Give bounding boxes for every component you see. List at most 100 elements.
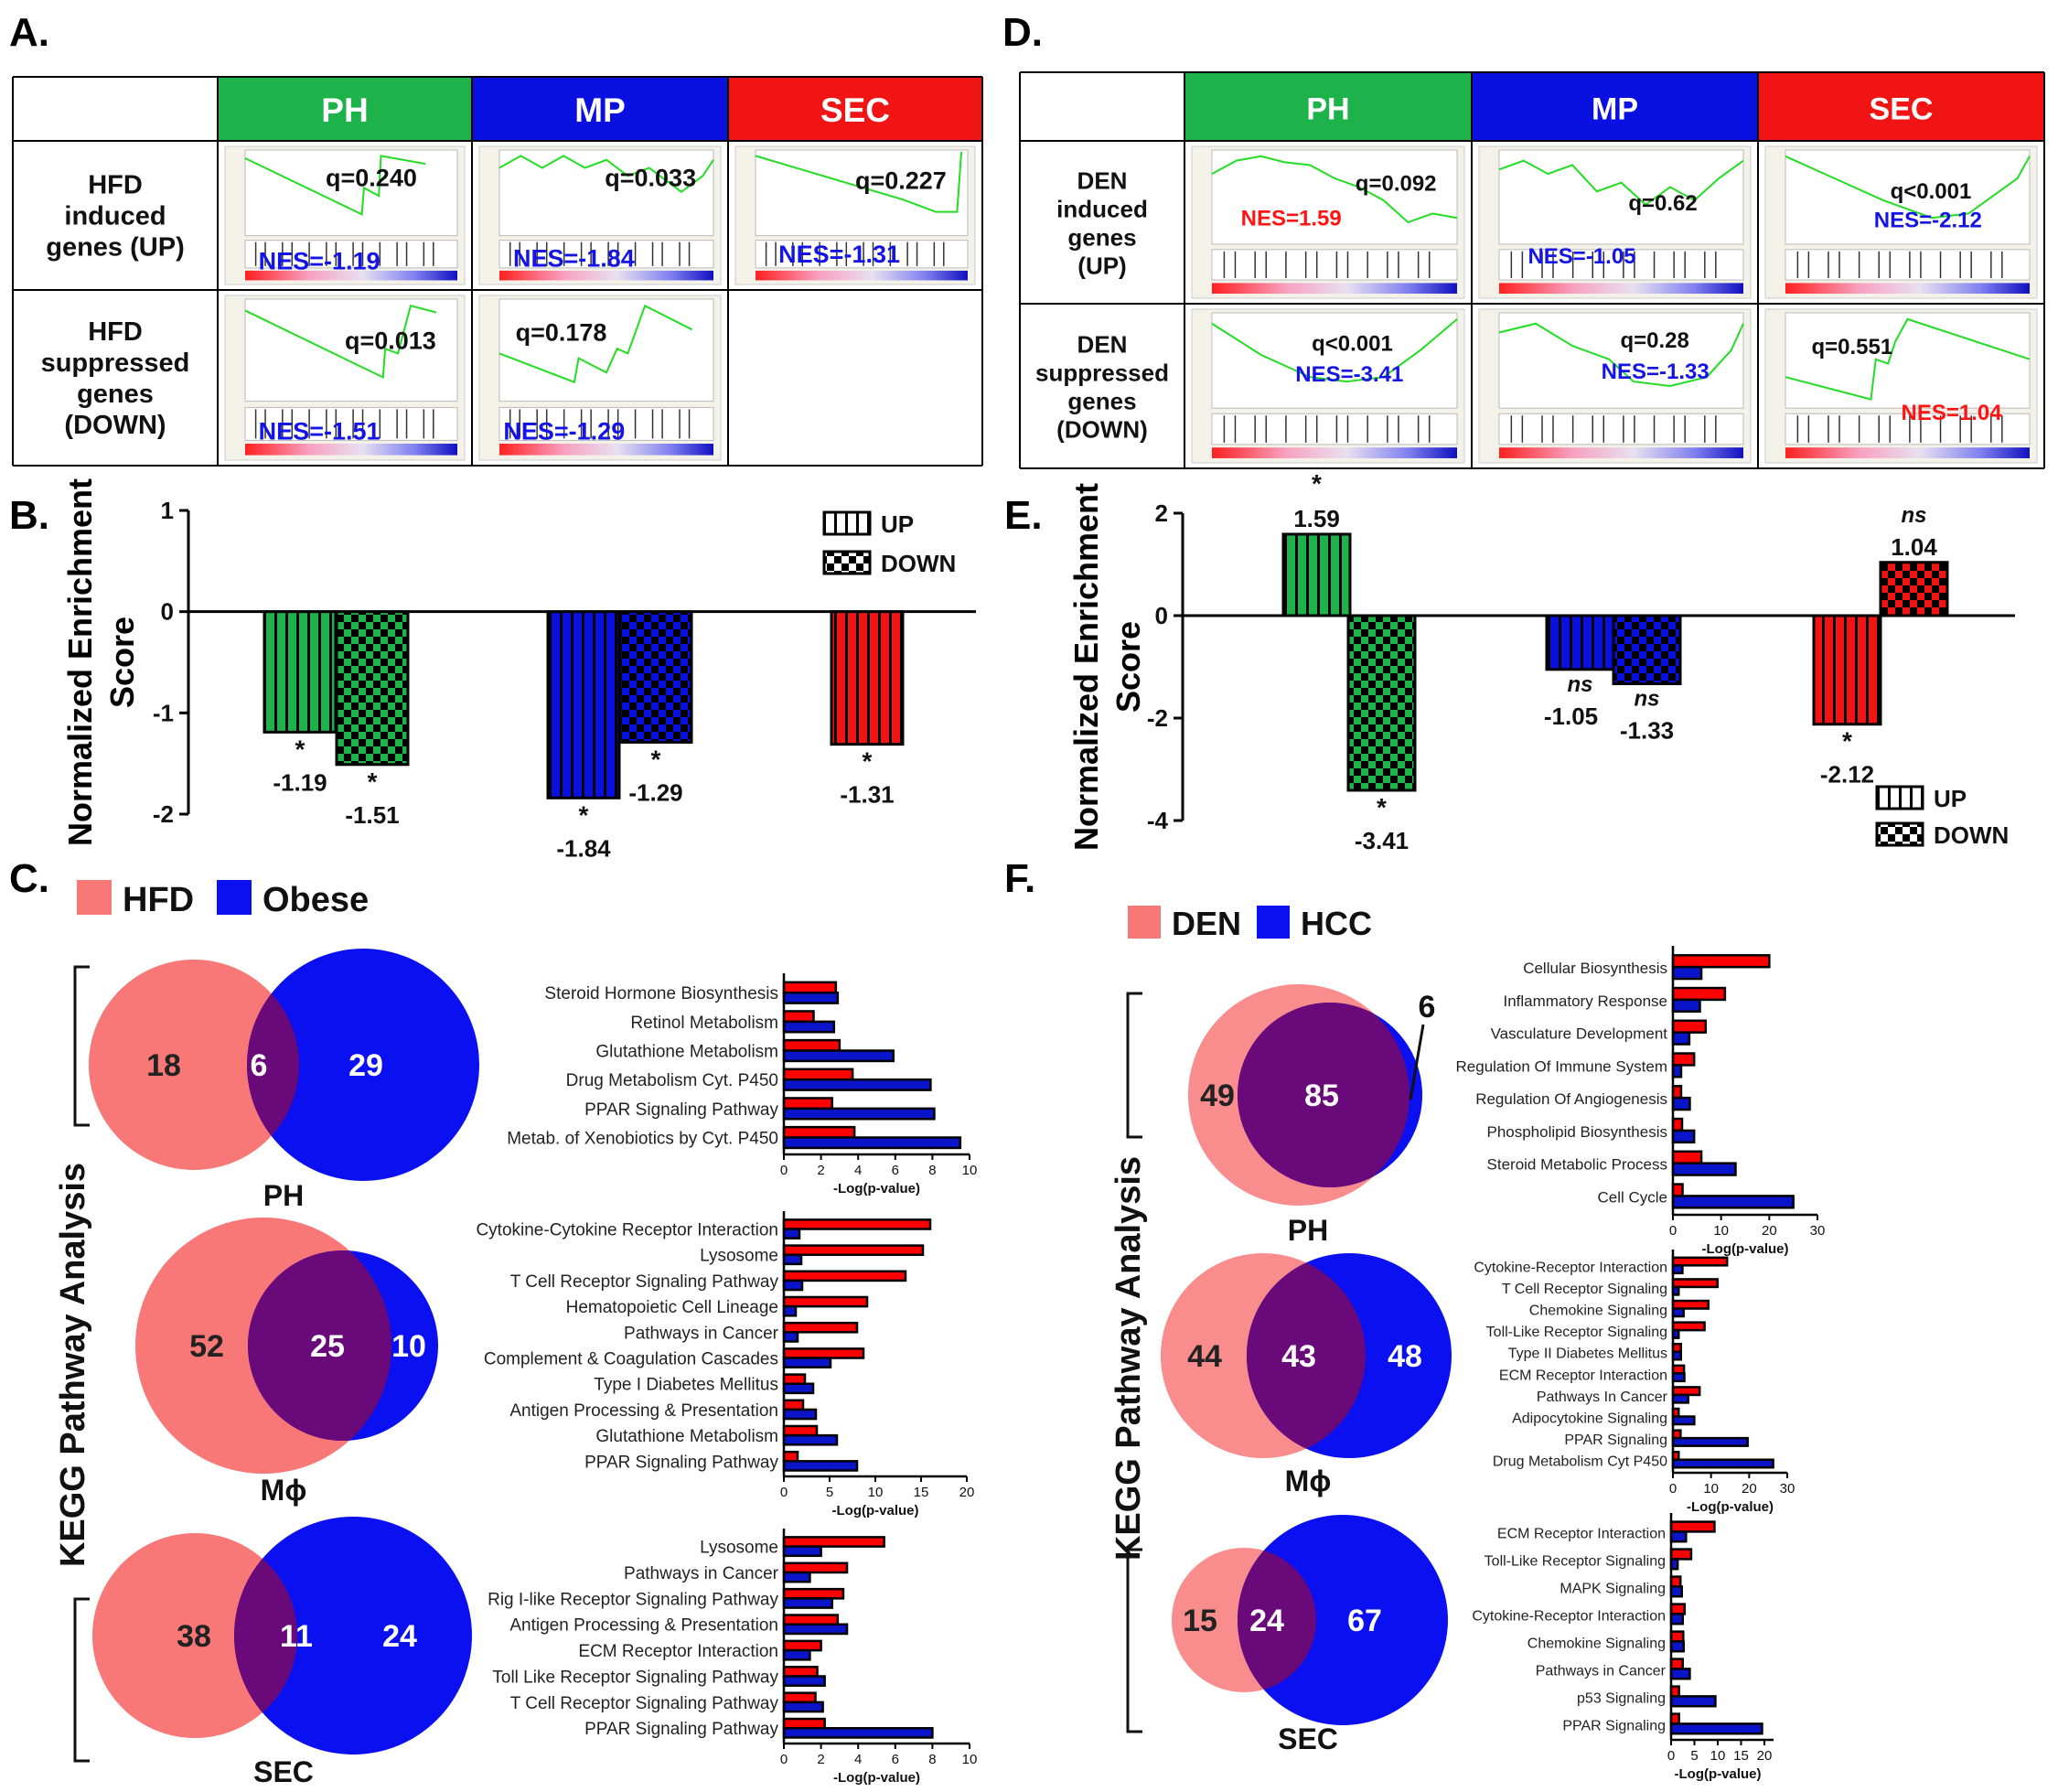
enrichment-plot: q=0.62 NES=-1.05: [1478, 145, 1752, 299]
bar-hfd: [782, 1373, 807, 1385]
x-axis-label: -Log(p-value): [1687, 1499, 1774, 1515]
bar-hfd: [782, 1399, 805, 1411]
bar-hfd: [782, 1717, 826, 1730]
hbar-chart-C3: Lysosome Pathways in Cancer Rig I-like Rec…: [488, 1529, 977, 1786]
pointer-line: [1409, 1024, 1425, 1100]
x-tick-label: 0: [780, 1752, 788, 1767]
row-label: genes: [1067, 224, 1136, 252]
enrichment-curve: [498, 304, 693, 384]
x-tick-label: 20: [1757, 1748, 1773, 1764]
rank-color-bar: [1212, 283, 1457, 295]
column-header-ph: [1184, 72, 1472, 141]
significance-mark: *: [651, 745, 661, 773]
bar-hcc: [1671, 1264, 1684, 1275]
x-tick-label: 10: [962, 1752, 978, 1767]
column-header-label: PH: [321, 91, 368, 129]
bar-value-label: -1.51: [345, 801, 399, 829]
bar-hcc: [1669, 1613, 1684, 1626]
hbar-chart-F2: Cytokine-Receptor Interaction T Cell Rece…: [1474, 1250, 1795, 1515]
plot-area: [1785, 312, 2031, 409]
x-tick-label: 4: [854, 1163, 862, 1178]
bar-hfd: [782, 1587, 845, 1600]
category-label: PPAR Signaling Pathway: [584, 1453, 778, 1472]
x-tick-label: 0: [780, 1485, 788, 1500]
bar-hcc: [1671, 1129, 1696, 1144]
bar-obese: [782, 1408, 818, 1421]
venn-group-f: DEN HCC 49 85 6 PH 44 43 48 Mϕ 15 24 67 SEC KEGG Pathw…: [1109, 905, 1452, 1755]
q-value: q=0.178: [516, 319, 607, 347]
bar-obese: [782, 1726, 934, 1739]
bar-obese: [782, 1675, 826, 1687]
count-b-only: 24: [382, 1619, 417, 1654]
bar-hfd: [782, 1347, 865, 1359]
y-tick-label: 2: [1155, 499, 1168, 527]
bar-obese: [782, 1623, 849, 1636]
x-tick-label: 20: [1742, 1481, 1757, 1497]
bar-den: [1671, 986, 1727, 1002]
category-label: Cellular Biosynthesis: [1523, 960, 1667, 977]
category-label: Steroid Hormone Biosynthesis: [544, 984, 778, 1003]
kegg-pathway-label: KEGG Pathway Analysis: [1109, 1156, 1148, 1561]
significance-mark: *: [1377, 793, 1387, 821]
row-label: genes: [1067, 388, 1136, 415]
x-tick-label: 5: [826, 1485, 833, 1500]
row-label: HFD: [88, 171, 143, 200]
panel-letter-a: A.: [9, 10, 49, 55]
enrichment-curve: [1498, 322, 1744, 387]
column-header-sec: [728, 77, 982, 141]
bar-den: [1671, 1299, 1710, 1310]
bar-hcc: [1671, 1372, 1686, 1383]
panel-letter-f: F.: [1004, 856, 1035, 901]
bar-chart-B: 1 0 -1 -2 Normalized Enrichment Score * -1.19 * -…: [61, 478, 976, 862]
legend-label: DOWN: [1934, 821, 2009, 849]
column-header-ph: [218, 77, 472, 141]
plot-area: [1498, 149, 1744, 245]
x-axis-label: -Log(p-value): [1702, 1241, 1789, 1257]
category-label: Regulation Of Immune System: [1456, 1057, 1667, 1075]
x-tick-label: 20: [1762, 1223, 1777, 1239]
bar-hcc: [1669, 1722, 1763, 1735]
bar-obese: [782, 1279, 804, 1292]
plot-area: [755, 149, 969, 237]
bar-den: [1671, 1085, 1683, 1100]
venn-label: Mϕ: [1285, 1465, 1332, 1497]
bar-den: [1669, 1575, 1682, 1588]
panel-letter-d: D.: [1002, 10, 1043, 55]
significance-mark: *: [295, 735, 305, 763]
q-value: q=0.551: [1811, 335, 1892, 359]
x-tick-label: 10: [868, 1485, 884, 1500]
category-label: Inflammatory Response: [1503, 993, 1667, 1010]
bar-down-ph: [335, 610, 410, 767]
count-both: 43: [1281, 1339, 1316, 1374]
bar-hfd: [782, 1561, 849, 1574]
bar-obese: [782, 1648, 811, 1661]
q-value: q=0.240: [326, 165, 417, 192]
enrichment-plot: q<0.001 NES=-3.41: [1191, 308, 1465, 464]
enrichment-curve: [498, 155, 714, 194]
bar-value-label: -1.31: [840, 781, 894, 809]
bar-obese: [782, 1049, 895, 1063]
plot-area: [1211, 312, 1458, 409]
category-label: Antigen Processing & Presentation: [509, 1616, 778, 1636]
count-b-only: 10: [391, 1329, 426, 1364]
bracket: [1126, 992, 1142, 1139]
bar-value-label: -2.12: [1820, 761, 1874, 789]
category-label: Drug Metabolism Cyt P450: [1493, 1454, 1667, 1470]
significance-mark: *: [863, 747, 873, 776]
x-tick-label: 5: [1690, 1748, 1698, 1764]
hit-area: [244, 240, 458, 269]
hit-area: [1785, 249, 2031, 281]
y-axis-label-line: Score: [103, 617, 141, 708]
venn-diagram-0: 49 85 6 PH: [1188, 984, 1435, 1247]
legend-swatch: [1128, 906, 1161, 939]
category-label: ECM Receptor Interaction: [1497, 1526, 1666, 1541]
bar-hcc: [1671, 1096, 1691, 1111]
category-label: Cell Cycle: [1597, 1188, 1667, 1206]
x-tick-label: 10: [1710, 1748, 1726, 1764]
x-tick-label: 0: [1669, 1481, 1677, 1497]
bar-hfd: [782, 1097, 834, 1111]
rank-color-bar: [245, 444, 457, 456]
category-label: ECM Receptor Interaction: [1499, 1368, 1667, 1383]
bracket: [1126, 1548, 1142, 1733]
